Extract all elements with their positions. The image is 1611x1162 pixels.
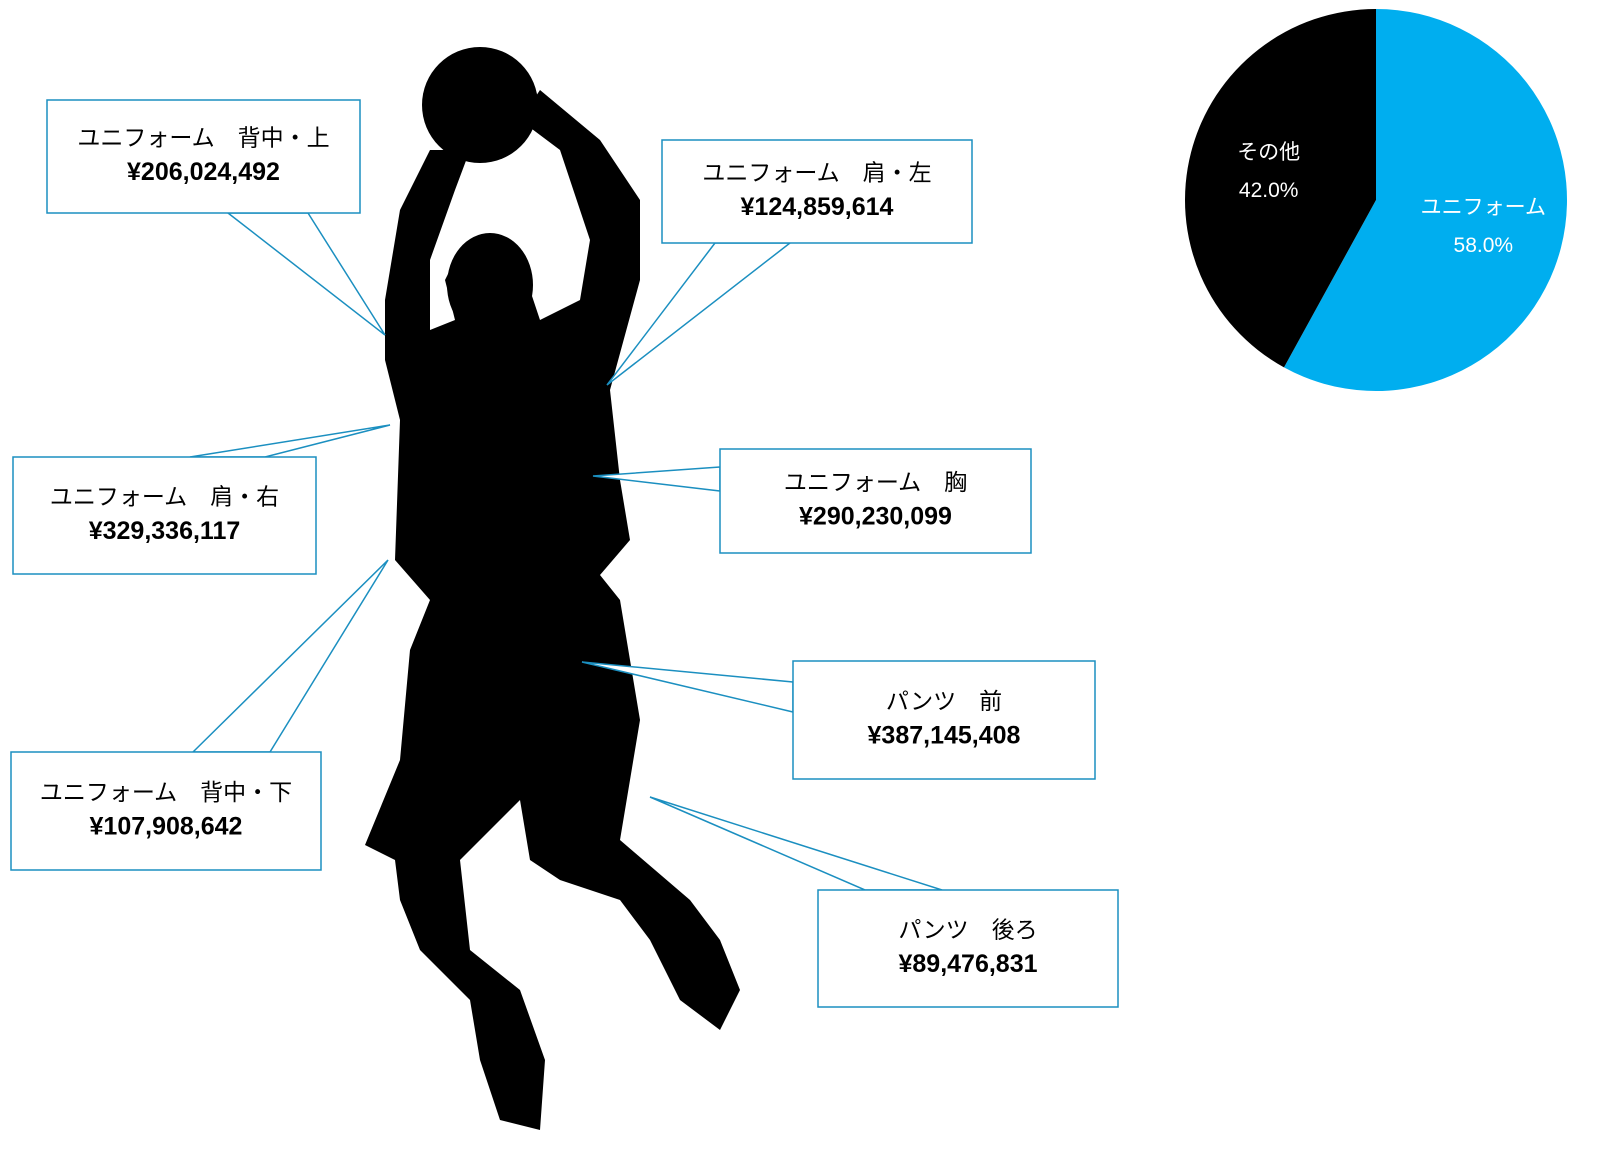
callout-label: ユニフォーム 背中・下: [40, 779, 292, 805]
player-silhouette: [365, 47, 740, 1130]
pie-category-label: ユニフォーム: [1421, 196, 1546, 219]
callout-value: ¥206,024,492: [127, 158, 280, 186]
pie-slice: [1283, 9, 1568, 392]
callout-value: ¥107,908,642: [90, 813, 243, 841]
callout-pointer: [189, 424, 391, 458]
callout-label: ユニフォーム 背中・上: [77, 125, 329, 151]
callout-label: ユニフォーム 肩・右: [50, 484, 279, 510]
callout-box: [719, 448, 1032, 554]
callout-value: ¥290,230,099: [799, 503, 952, 531]
callout-value: ¥387,145,408: [868, 722, 1021, 750]
callout-value: ¥124,859,614: [741, 193, 894, 221]
callout-box: [12, 456, 317, 575]
callout-pointer: [225, 212, 386, 336]
callout-box: [10, 751, 322, 871]
pie-value-label: 42.0%: [1239, 179, 1299, 202]
callout-box: [792, 660, 1096, 780]
callout-pointer: [191, 559, 389, 753]
pie-value-label: 58.0%: [1454, 234, 1514, 257]
callout-label: パンツ 後ろ: [898, 917, 1037, 943]
pie-category-label: その他: [1237, 141, 1300, 164]
pie-slice: [1185, 9, 1376, 368]
callout-box: [817, 889, 1119, 1008]
callout-box: [661, 139, 973, 244]
callout-label: ユニフォーム 胸: [784, 469, 967, 495]
callouts: ユニフォーム 背中・上 ¥206,024,492 ユニフォーム 肩・左 ¥124,85…: [10, 99, 1119, 1008]
callout-box: [46, 99, 361, 214]
callout-value: ¥329,336,117: [89, 517, 241, 545]
callout-value: ¥89,476,831: [898, 950, 1037, 978]
callout-pointer: [649, 796, 943, 891]
pie-chart: ユニフォーム 58.0% その他 42.0%: [1185, 9, 1568, 392]
callout-label: パンツ 前: [886, 688, 1002, 714]
callout-label: ユニフォーム 肩・左: [702, 160, 931, 186]
